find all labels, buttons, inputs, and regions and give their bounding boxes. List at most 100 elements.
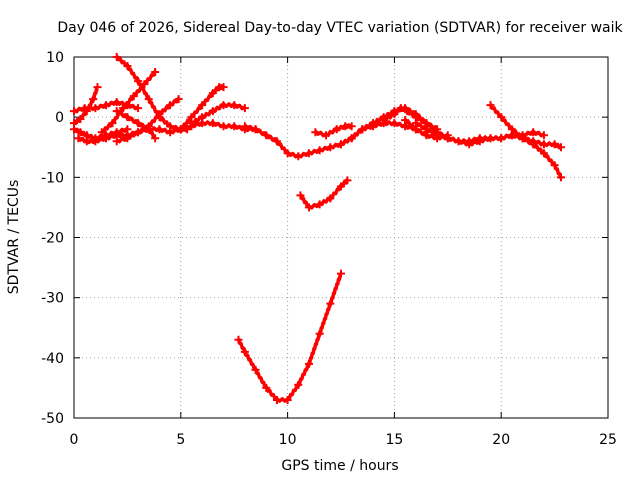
data-point bbox=[198, 101, 207, 110]
data-point bbox=[74, 134, 83, 143]
y-axis: -50 -40 -30 -20 -10 0 10 bbox=[41, 50, 608, 427]
data-point bbox=[70, 107, 78, 116]
data-point bbox=[262, 383, 271, 392]
data-point bbox=[322, 131, 331, 140]
data-point bbox=[497, 134, 506, 143]
data-point bbox=[396, 104, 405, 113]
data-point bbox=[486, 101, 495, 110]
chart-title: Day 046 of 2026, Sidereal Day-to-day VTE… bbox=[57, 20, 623, 36]
data-point bbox=[557, 143, 566, 152]
data-point bbox=[539, 140, 548, 149]
data-point bbox=[144, 122, 153, 131]
data-point bbox=[134, 128, 143, 137]
data-point bbox=[475, 137, 484, 146]
data-point bbox=[97, 128, 106, 137]
data-point bbox=[123, 113, 132, 122]
data-point bbox=[272, 137, 281, 146]
series-arc16 bbox=[414, 121, 563, 150]
x-tick-label: 20 bbox=[492, 432, 510, 448]
data-point bbox=[123, 134, 132, 143]
x-tick-label: 10 bbox=[279, 432, 297, 448]
data-point bbox=[390, 110, 399, 119]
data-point bbox=[422, 125, 431, 134]
data-point bbox=[198, 113, 207, 122]
data-point bbox=[283, 395, 292, 404]
data-point bbox=[283, 149, 292, 158]
data-point bbox=[155, 110, 164, 119]
data-point bbox=[82, 137, 91, 146]
data-point bbox=[411, 119, 420, 128]
data-point bbox=[311, 128, 320, 137]
data-point bbox=[251, 125, 260, 134]
y-tick-label: -50 bbox=[41, 411, 64, 427]
data-point bbox=[89, 95, 98, 104]
data-point bbox=[529, 140, 538, 149]
data-point bbox=[108, 119, 117, 128]
data-point bbox=[93, 83, 102, 92]
data-point bbox=[70, 125, 78, 134]
y-axis-label: SDTVAR / TECUs bbox=[6, 180, 22, 295]
y-tick-label: 10 bbox=[46, 50, 64, 66]
data-point bbox=[144, 95, 153, 104]
series-group bbox=[70, 53, 566, 404]
x-tick-label: 0 bbox=[70, 432, 79, 448]
y-tick-label: 0 bbox=[55, 110, 64, 126]
data-point bbox=[486, 134, 495, 143]
data-point bbox=[332, 125, 341, 134]
data-point bbox=[315, 200, 324, 209]
data-point bbox=[76, 128, 85, 137]
data-point bbox=[140, 80, 149, 89]
data-point bbox=[294, 380, 303, 389]
data-point bbox=[304, 203, 313, 212]
data-point bbox=[112, 137, 121, 146]
data-point bbox=[240, 104, 249, 113]
data-point bbox=[91, 137, 100, 146]
data-point bbox=[102, 101, 111, 110]
y-tick-label: -30 bbox=[41, 291, 64, 307]
data-point bbox=[230, 122, 239, 131]
data-point bbox=[123, 62, 132, 71]
data-point bbox=[304, 359, 313, 368]
data-point bbox=[337, 182, 345, 191]
data-point bbox=[251, 365, 260, 374]
data-point bbox=[230, 101, 239, 110]
data-point bbox=[557, 173, 566, 182]
data-point bbox=[151, 134, 160, 143]
data-point bbox=[208, 107, 217, 116]
data-point bbox=[102, 134, 111, 143]
data-point bbox=[155, 125, 164, 134]
data-point bbox=[433, 131, 442, 140]
data-point bbox=[272, 395, 281, 404]
data-point bbox=[208, 89, 217, 98]
data-point bbox=[91, 104, 100, 113]
data-point bbox=[403, 107, 412, 116]
data-point bbox=[326, 299, 335, 308]
data-point bbox=[550, 140, 559, 149]
y-tick-label: -40 bbox=[41, 351, 64, 367]
data-point bbox=[343, 176, 352, 185]
data-point bbox=[294, 152, 303, 161]
data-point bbox=[507, 125, 516, 134]
data-point bbox=[119, 104, 128, 113]
data-point bbox=[379, 116, 388, 125]
data-point bbox=[497, 113, 506, 122]
data-point bbox=[529, 128, 538, 137]
x-tick-label: 25 bbox=[599, 432, 617, 448]
data-point bbox=[134, 119, 143, 128]
data-point bbox=[112, 98, 121, 107]
x-axis-label: GPS time / hours bbox=[281, 458, 398, 474]
data-point bbox=[219, 101, 228, 110]
data-point bbox=[219, 122, 228, 131]
data-point bbox=[337, 140, 345, 149]
data-point bbox=[315, 146, 324, 155]
data-point bbox=[240, 347, 249, 356]
data-point bbox=[337, 269, 345, 278]
data-point bbox=[454, 137, 463, 146]
y-tick-label: -20 bbox=[41, 231, 64, 247]
data-point bbox=[304, 149, 313, 158]
data-point bbox=[315, 329, 324, 338]
data-point bbox=[208, 119, 217, 128]
data-point bbox=[347, 134, 356, 143]
data-point bbox=[539, 149, 548, 158]
